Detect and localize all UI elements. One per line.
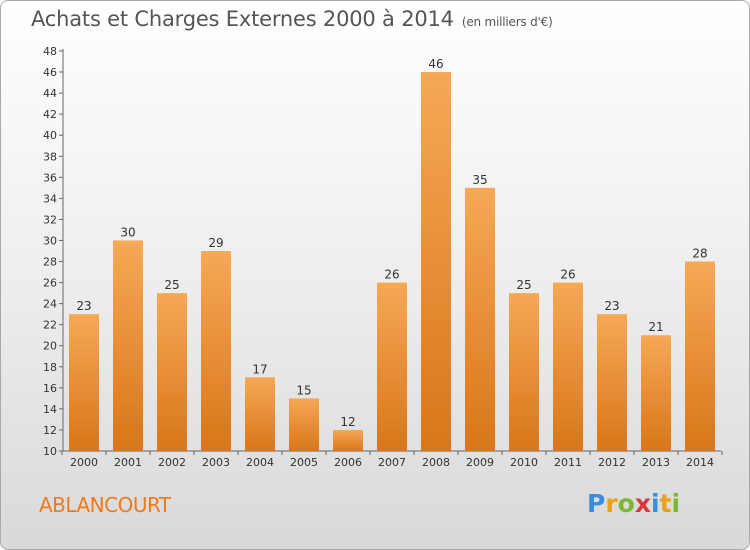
x-tick-label-2001: 2001 [114,456,142,469]
y-tick-label: 28 [43,256,57,269]
value-label-2008: 46 [428,57,443,71]
bar-2010 [509,293,539,451]
value-label-2000: 23 [76,299,91,313]
y-tick-label: 20 [43,340,57,353]
value-label-2007: 26 [384,268,399,282]
x-tick-label-2003: 2003 [202,456,230,469]
bar-2013 [641,335,671,451]
value-label-2011: 26 [560,268,575,282]
y-tick-label: 38 [43,150,57,163]
y-tick-label: 10 [43,445,57,458]
y-tick-label: 22 [43,319,57,332]
x-tick-label-2006: 2006 [334,456,362,469]
x-tick-label-2009: 2009 [466,456,494,469]
y-tick-label: 46 [43,66,57,79]
logo-letter: i [651,489,660,518]
value-label-2014: 28 [692,247,707,261]
bar-2007 [377,282,407,451]
chart-title: Achats et Charges Externes 2000 à 2014 (e… [31,7,553,31]
city-name: ABLANCOURT [39,493,171,517]
bar-2012 [597,314,627,451]
y-tick-label: 30 [43,234,57,247]
bar-2003 [201,251,231,451]
x-tick-label-2014: 2014 [686,456,714,469]
bar-2006 [333,429,363,451]
bar-2008 [421,72,451,451]
proxiti-logo: Proxiti [587,489,680,518]
title-text: Achats et Charges Externes 2000 à 2014 [31,7,454,31]
y-tick-label: 44 [43,87,57,100]
bar-2002 [157,293,187,451]
y-tick-label: 18 [43,361,57,374]
bar-2014 [685,261,715,451]
bar-2000 [69,314,99,451]
value-label-2004: 17 [252,362,267,376]
x-tick-label-2013: 2013 [642,456,670,469]
logo-letter: o [617,489,635,518]
bar-2005 [289,398,319,451]
logo-letter: t [659,489,672,518]
y-tick-label: 24 [43,298,57,311]
value-label-2005: 15 [296,383,311,397]
logo-letter: x [634,489,651,518]
bar-2004 [245,377,275,451]
x-tick-label-2011: 2011 [554,456,582,469]
x-tick-label-2010: 2010 [510,456,538,469]
value-label-2006: 12 [340,415,355,429]
x-tick-label-2012: 2012 [598,456,626,469]
y-tick-label: 12 [43,424,57,437]
y-tick-label: 48 [43,45,57,58]
value-label-2013: 21 [648,320,663,334]
x-tick-label-2000: 2000 [70,456,98,469]
value-label-2010: 25 [516,278,531,292]
logo-letter: P [587,489,606,518]
y-tick-label: 42 [43,108,57,121]
title-unit: (en milliers d'€) [461,15,553,29]
x-tick-label-2008: 2008 [422,456,450,469]
y-tick-label: 26 [43,277,57,290]
x-tick-label-2004: 2004 [246,456,274,469]
y-tick-label: 36 [43,171,57,184]
bar-2011 [553,282,583,451]
value-label-2003: 29 [208,236,223,250]
x-tick-label-2007: 2007 [378,456,406,469]
value-label-2002: 25 [164,278,179,292]
y-tick-label: 16 [43,382,57,395]
logo-letter: r [605,489,618,518]
bar-2009 [465,187,495,451]
y-tick-label: 32 [43,213,57,226]
y-tick-label: 34 [43,192,57,205]
x-tick-label-2005: 2005 [290,456,318,469]
y-tick-label: 40 [43,129,57,142]
y-tick-label: 14 [43,403,57,416]
value-label-2001: 30 [120,225,135,239]
value-label-2012: 23 [604,299,619,313]
x-tick-label-2002: 2002 [158,456,186,469]
logo-letter: i [671,489,681,518]
bar-2001 [113,240,143,451]
value-label-2009: 35 [472,173,487,187]
